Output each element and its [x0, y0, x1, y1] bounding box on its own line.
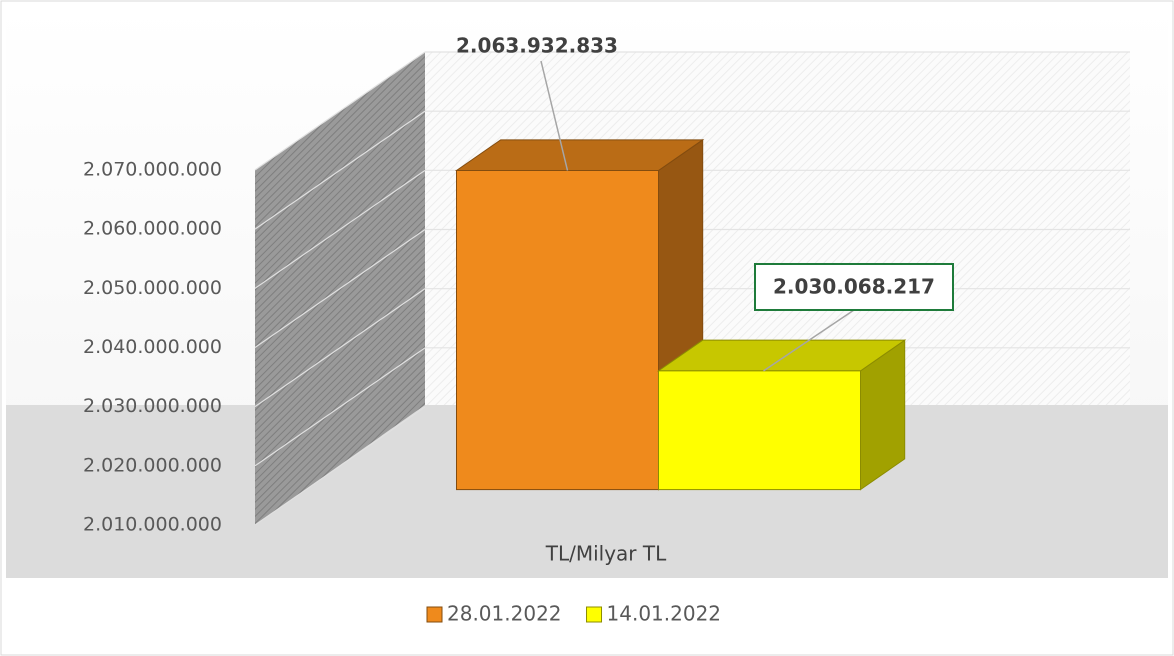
grid-line: [254, 229, 426, 348]
y-tick-label: 2.070.000.000: [83, 159, 222, 181]
grid-line: [254, 406, 426, 526]
bar-top: [656, 339, 907, 372]
grid-line: [254, 169, 426, 289]
leader-line: [540, 60, 569, 171]
y-tick-label: 2.030.000.000: [83, 395, 222, 417]
bars: [454, 138, 907, 491]
y-tick-label: 2.020.000.000: [83, 454, 222, 476]
legend-label: 28.01.2022: [447, 602, 562, 626]
y-tick-label: 2.060.000.000: [83, 218, 222, 240]
y-tick-label: 2.040.000.000: [83, 336, 222, 358]
leader-line: [763, 309, 855, 372]
bar-top: [454, 139, 705, 171]
legend-swatch: [426, 606, 443, 623]
grid-line: [254, 288, 426, 408]
bar: [456, 169, 659, 491]
y-tick-label: 2.050.000.000: [83, 277, 222, 299]
grid-line: [254, 347, 426, 467]
grid-line: [254, 110, 426, 230]
data-label: 2.030.068.217: [773, 275, 935, 299]
legend-label: 14.01.2022: [607, 602, 722, 626]
legend: 28.01.2022 14.01.2022: [426, 602, 722, 626]
grid-line: [254, 51, 426, 171]
y-tick-label: 2.010.000.000: [83, 514, 222, 536]
category-label: TL/Milyar TL: [545, 542, 667, 566]
data-label: 2.063.932.833: [456, 34, 618, 58]
bar: [658, 370, 861, 491]
legend-swatch: [586, 606, 603, 623]
data-label-box: [754, 263, 954, 311]
